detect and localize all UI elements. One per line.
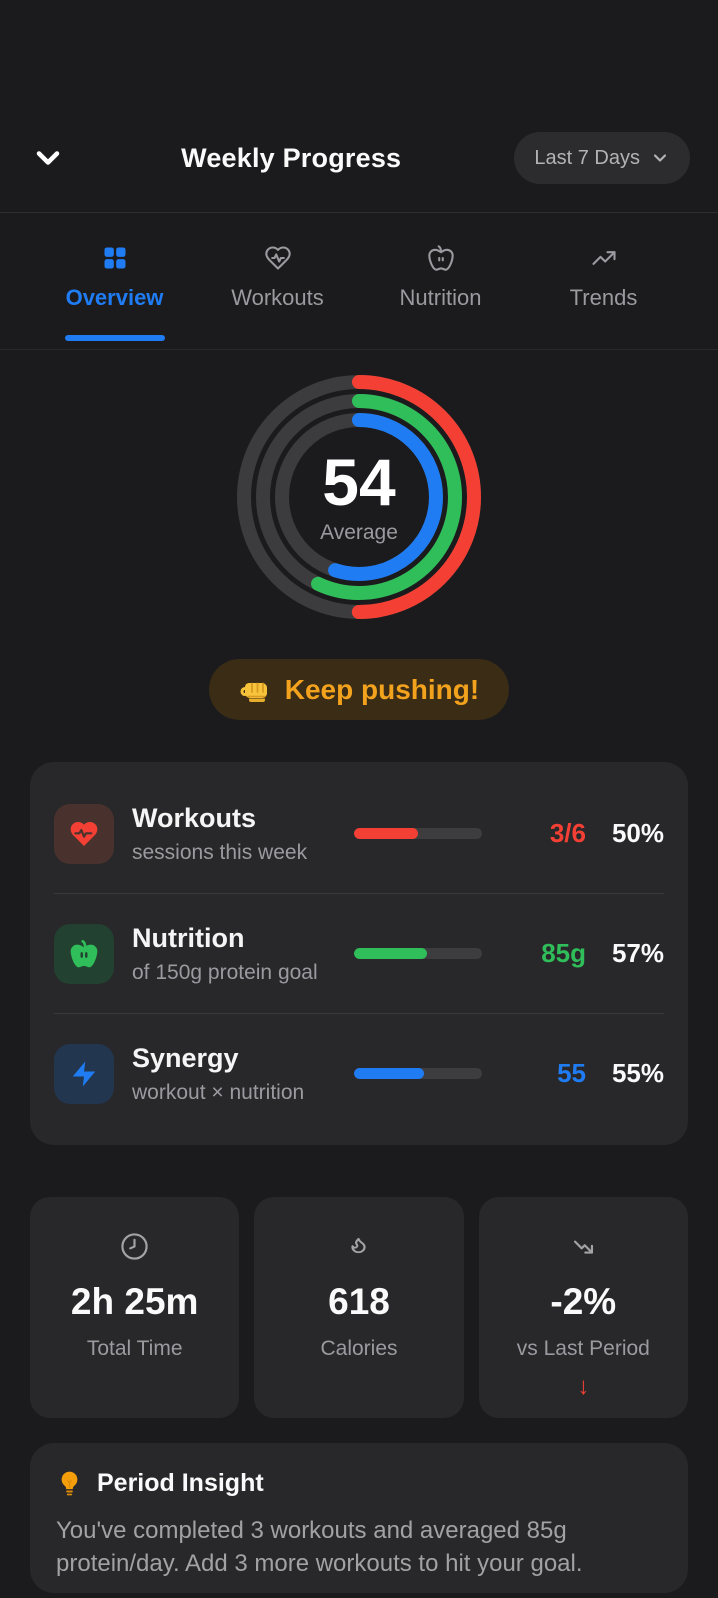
insight-title: Period Insight	[97, 1469, 264, 1497]
chevron-down-icon	[653, 154, 667, 162]
progress-bar	[354, 828, 482, 839]
insight-card: Period Insight You've completed 3 workou…	[30, 1443, 688, 1593]
stat-label: Calories	[320, 1337, 398, 1360]
metric-row-nutrition: Nutrition of 150g protein goal 85g 57%	[54, 894, 664, 1013]
stat-card-calories: 618 Calories	[254, 1197, 464, 1418]
metric-value: 55	[557, 1058, 586, 1088]
apple-icon	[427, 243, 455, 273]
summary-ring-section: 54 Average	[0, 368, 718, 626]
motivation-text: Keep pushing!	[284, 673, 480, 705]
metric-percent: 50%	[611, 818, 664, 848]
trending-down-icon	[569, 1231, 598, 1261]
stat-card-vs-last-period: -2% vs Last Period ↓	[478, 1197, 688, 1418]
progress-bar-fill	[354, 828, 418, 839]
tab-overview[interactable]: Overview	[33, 213, 196, 349]
tab-nutrition[interactable]: Nutrition	[359, 213, 522, 349]
progress-bar	[354, 1068, 482, 1079]
metric-title: Nutrition	[132, 922, 245, 953]
metrics-card: Workouts sessions this week 3/6 50% Nutr…	[30, 762, 688, 1145]
progress-rings: 54 Average	[230, 368, 488, 626]
stat-value: -2%	[550, 1281, 617, 1322]
tab-label: Overview	[65, 285, 164, 310]
progress-bar	[354, 948, 482, 959]
grid-icon	[101, 243, 129, 273]
tab-workouts[interactable]: Workouts	[196, 213, 359, 349]
flame-icon	[344, 1231, 373, 1261]
trend-down-arrow: ↓	[577, 1373, 590, 1400]
tab-trends[interactable]: Trends	[522, 213, 685, 349]
metric-row-workouts: Workouts sessions this week 3/6 50%	[54, 774, 664, 893]
progress-bar-fill	[354, 1068, 425, 1079]
apple-icon	[54, 923, 114, 984]
stat-value: 618	[328, 1281, 390, 1322]
stats-row: 2h 25m Total Time 618 Calories -2% vs La…	[30, 1197, 688, 1418]
tab-label: Workouts	[231, 285, 324, 310]
heart-pulse-icon	[264, 243, 292, 273]
tab-label: Trends	[569, 285, 638, 310]
tab-bar: Overview Workouts Nutrition Trends	[0, 212, 718, 350]
metric-value: 3/6	[549, 818, 586, 848]
average-score-value: 54	[322, 445, 396, 519]
fist-icon	[240, 682, 267, 702]
metric-percent: 55%	[611, 1058, 664, 1088]
active-tab-indicator	[64, 335, 165, 341]
metric-title: Synergy	[132, 1042, 239, 1073]
motivation-badge: Keep pushing!	[208, 659, 510, 720]
clock-icon	[120, 1231, 149, 1261]
metric-row-synergy: Synergy workout × nutrition 55 55%	[54, 1014, 664, 1133]
stat-value: 2h 25m	[70, 1281, 199, 1322]
progress-bar-fill	[354, 948, 427, 959]
trending-up-icon	[590, 243, 618, 273]
lightbulb-icon	[61, 1471, 78, 1496]
ring-synergy	[275, 413, 443, 581]
insight-body: You've completed 3 workouts and averaged…	[56, 1517, 583, 1577]
metric-value: 85g	[541, 938, 586, 968]
stat-label: vs Last Period	[516, 1337, 650, 1360]
ring-nutrition	[256, 394, 462, 600]
period-selector-label: Last 7 Days	[534, 146, 640, 169]
ring-workouts	[237, 375, 481, 619]
stat-label: Total Time	[86, 1337, 183, 1360]
metric-subtitle: of 150g protein goal	[132, 960, 318, 984]
divider	[54, 1013, 664, 1014]
heart-pulse-icon	[54, 803, 114, 864]
zap-icon	[54, 1043, 114, 1104]
period-selector-button[interactable]: Last 7 Days	[514, 132, 690, 184]
metric-subtitle: sessions this week	[132, 840, 308, 864]
stat-card-total-time: 2h 25m Total Time	[30, 1197, 240, 1418]
average-score-label: Average	[320, 521, 398, 544]
page-title: Weekly Progress	[181, 142, 402, 173]
tab-label: Nutrition	[399, 285, 482, 310]
chevron-down-icon[interactable]	[28, 138, 68, 178]
divider	[54, 893, 664, 894]
metric-subtitle: workout × nutrition	[132, 1080, 305, 1104]
metric-percent: 57%	[611, 938, 664, 968]
metric-title: Workouts	[132, 802, 257, 833]
header: Weekly Progress Last 7 Days	[0, 130, 718, 186]
